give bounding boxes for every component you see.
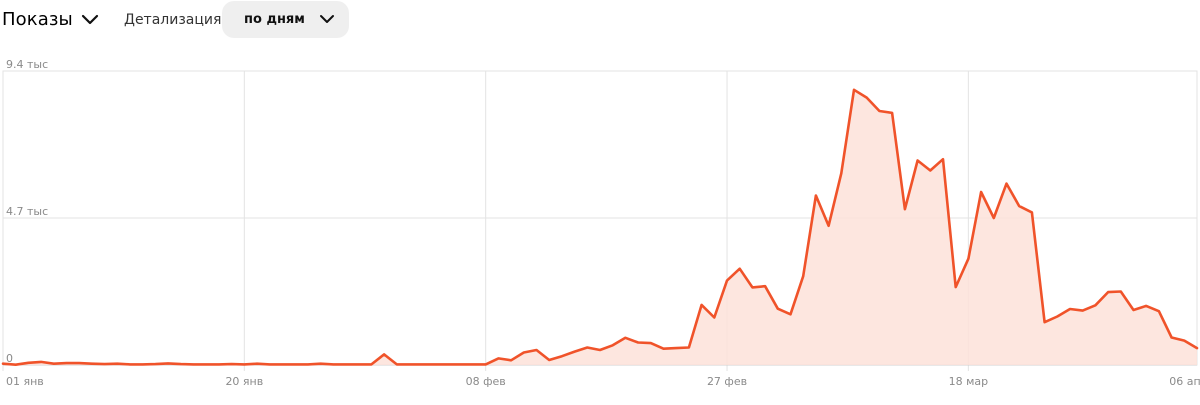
x-tick-label: 18 мар bbox=[949, 375, 989, 388]
x-tick-label: 08 фев bbox=[466, 375, 506, 388]
x-tick-label: 20 янв bbox=[225, 375, 263, 388]
impressions-chart: 9.4 тыс 4.7 тыс 0 01 янв 20 янв 08 фев 27 фев… bbox=[1, 58, 1200, 388]
metric-dropdown-label: Показы bbox=[2, 9, 73, 30]
y-tick-label: 4.7 тыс bbox=[6, 205, 48, 218]
chevron-down-icon bbox=[319, 15, 334, 23]
toolbar: Показы Детализация по дням bbox=[0, 0, 1200, 40]
y-tick-label: 0 bbox=[6, 352, 13, 365]
detail-label: Детализация bbox=[124, 12, 222, 28]
period-select[interactable]: по дням bbox=[222, 1, 349, 38]
impressions-line bbox=[1, 88, 1199, 367]
x-tick-label: 01 янв bbox=[6, 375, 44, 388]
x-tick-label: 06 апр bbox=[1169, 375, 1200, 388]
metric-dropdown[interactable]: Показы bbox=[2, 8, 99, 32]
period-select-label: по дням bbox=[244, 12, 305, 27]
x-axis-ticks: 01 янв 20 янв 08 фев 27 фев 18 мар 06 апр bbox=[6, 375, 1200, 388]
y-tick-label: 9.4 тыс bbox=[6, 58, 48, 71]
chevron-down-icon bbox=[81, 14, 98, 25]
y-axis-ticks: 9.4 тыс 4.7 тыс 0 bbox=[6, 58, 48, 365]
x-tick-label: 27 фев bbox=[707, 375, 747, 388]
impressions-area bbox=[3, 89, 1197, 366]
